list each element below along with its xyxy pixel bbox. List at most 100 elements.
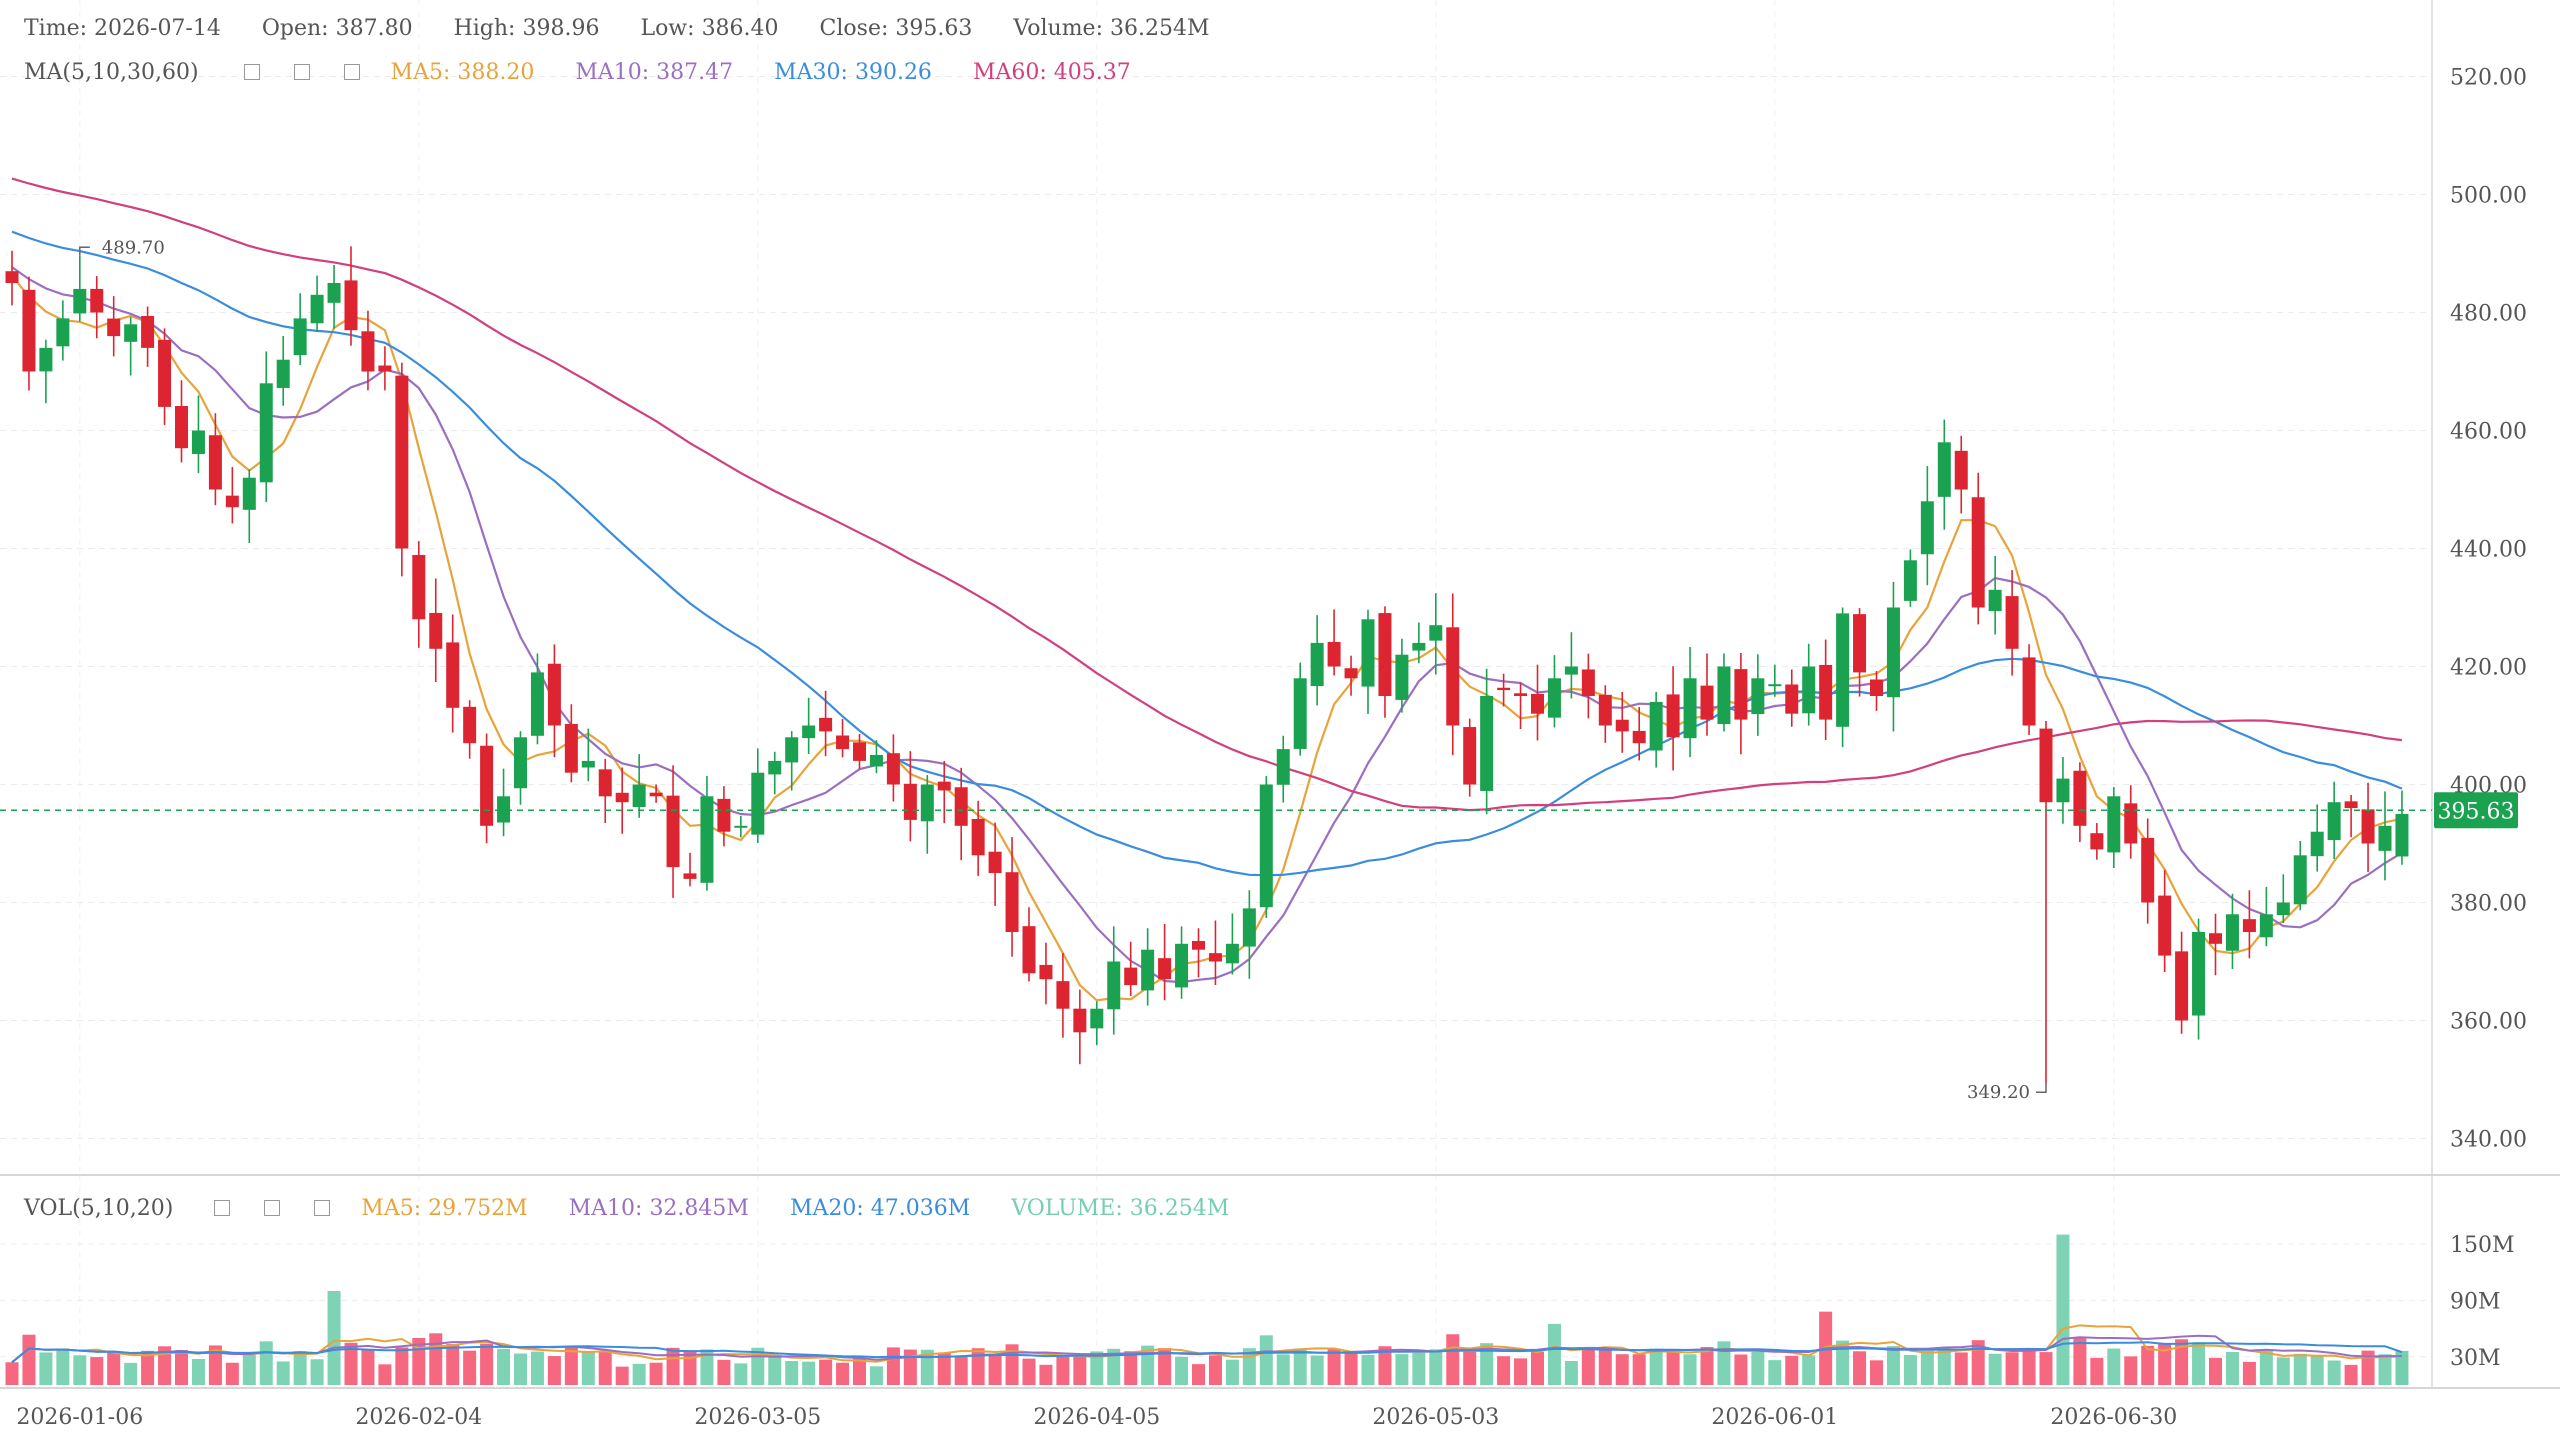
candle xyxy=(2107,796,2121,853)
candle xyxy=(2293,855,2307,905)
volume-bar xyxy=(22,1334,36,1385)
volume-bar xyxy=(2073,1338,2087,1385)
candle xyxy=(903,783,917,820)
volume-bar xyxy=(225,1362,239,1385)
candle xyxy=(2344,801,2358,809)
close-icon[interactable] xyxy=(343,64,360,80)
settings-icon[interactable] xyxy=(264,1200,281,1216)
price-tick-label: 360.00 xyxy=(2450,1010,2527,1035)
vol-ma20-line xyxy=(11,1341,2403,1364)
candle xyxy=(208,435,222,490)
time-readout: Time: 2026-07-14 xyxy=(24,16,221,41)
candle xyxy=(615,792,629,803)
candle xyxy=(2310,831,2324,857)
volume-bar xyxy=(1158,1348,1172,1385)
candle xyxy=(1378,613,1392,696)
candle xyxy=(1954,450,1968,490)
last-price-tag xyxy=(2434,792,2518,829)
volume-bar xyxy=(581,1352,595,1385)
candle xyxy=(446,642,460,708)
candle xyxy=(242,477,256,510)
candle xyxy=(649,792,663,797)
candle xyxy=(1344,668,1358,679)
volume-bar xyxy=(2361,1350,2375,1385)
volume-bar xyxy=(1988,1353,2002,1385)
volume-bar xyxy=(802,1361,816,1385)
volume-bar xyxy=(1327,1348,1341,1385)
volume-bar xyxy=(1480,1343,1494,1385)
volume-bar xyxy=(2209,1357,2222,1385)
volume-bar xyxy=(1073,1355,1087,1385)
ma5-line xyxy=(11,275,2403,1002)
volume-bar xyxy=(1700,1347,1714,1385)
candle xyxy=(2276,902,2290,916)
volume-bar xyxy=(1208,1355,1222,1385)
candle xyxy=(1547,678,1561,718)
volume-bar xyxy=(208,1345,222,1385)
volume-bar xyxy=(1225,1359,1239,1385)
candle xyxy=(1158,958,1172,980)
volume-bar xyxy=(1429,1349,1443,1385)
candle xyxy=(56,318,70,347)
toggle-visibility-icon[interactable] xyxy=(214,1200,231,1216)
ma-legend: MA(5,10,30,60) MA5: 388.20 MA10: 387.47 … xyxy=(24,60,1165,85)
min-mark-arrow xyxy=(2036,1084,2047,1093)
volume-bar xyxy=(971,1348,985,1385)
volume-bar xyxy=(903,1349,917,1385)
volume-bar xyxy=(2344,1364,2358,1385)
candle xyxy=(1903,560,1917,601)
candle xyxy=(1819,664,1833,720)
low-readout: Low: 386.40 xyxy=(640,16,779,41)
volume-bar xyxy=(378,1364,392,1385)
volume-bar xyxy=(2293,1353,2307,1385)
volume-bar xyxy=(1666,1351,1680,1385)
candle xyxy=(564,723,578,773)
candle xyxy=(2259,914,2273,938)
close-readout: Close: 395.63 xyxy=(819,16,973,41)
volume-bar xyxy=(1259,1335,1273,1385)
ma-legend-title: MA(5,10,30,60) xyxy=(24,60,199,85)
volume-bar xyxy=(107,1350,121,1385)
candle xyxy=(785,737,799,763)
candle xyxy=(2073,770,2087,826)
candle xyxy=(124,324,138,342)
volume-bar xyxy=(2005,1352,2019,1385)
price-tick-label: 440.00 xyxy=(2450,538,2527,563)
close-icon[interactable] xyxy=(314,1200,331,1216)
candle xyxy=(530,672,544,736)
candle xyxy=(1632,730,1646,744)
volume-bar xyxy=(615,1366,629,1385)
settings-icon[interactable] xyxy=(293,64,310,80)
volume-bar xyxy=(124,1362,138,1385)
candle xyxy=(1717,666,1731,725)
toggle-visibility-icon[interactable] xyxy=(243,64,260,80)
candle xyxy=(463,706,477,744)
candle xyxy=(1988,589,2002,612)
volume-bar xyxy=(1785,1355,1799,1385)
candle xyxy=(1802,666,1816,714)
candle xyxy=(1581,669,1595,696)
candle xyxy=(2141,837,2155,903)
open-readout: Open: 387.80 xyxy=(261,16,413,41)
candle xyxy=(293,318,307,356)
volume-bar xyxy=(2175,1339,2189,1385)
candle xyxy=(1480,696,1494,791)
candle xyxy=(683,873,697,879)
volume-bar xyxy=(2022,1349,2036,1385)
high-readout: High: 398.96 xyxy=(453,16,600,41)
volume-tick-label: 150M xyxy=(2450,1233,2515,1258)
volume-bar xyxy=(1564,1361,1578,1385)
candle xyxy=(1870,679,1883,696)
volume-bar xyxy=(785,1361,799,1385)
volume-bar xyxy=(1751,1351,1765,1385)
date-tick-label: 2026-02-04 xyxy=(355,1405,482,1430)
volume-bar xyxy=(1175,1356,1189,1385)
price-tick-label: 480.00 xyxy=(2450,302,2527,327)
volume-bar xyxy=(497,1348,511,1385)
volume-bar xyxy=(598,1350,612,1385)
volume-bar xyxy=(768,1356,782,1385)
volume-bar xyxy=(2378,1354,2392,1385)
volume-tick-label: 30M xyxy=(2450,1346,2501,1371)
candle xyxy=(175,406,188,449)
